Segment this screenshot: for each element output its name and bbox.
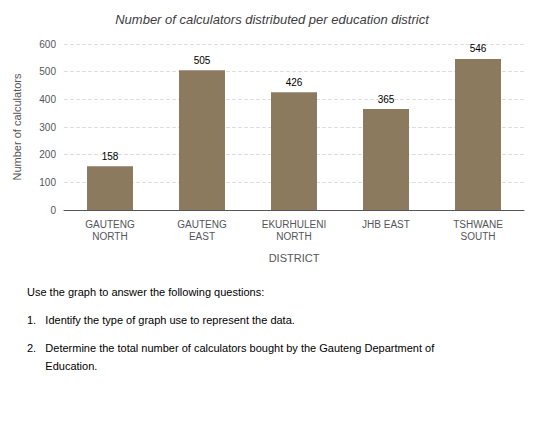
svg-text:500: 500 — [39, 66, 56, 77]
svg-text:158: 158 — [102, 151, 119, 162]
svg-text:NORTH: NORTH — [276, 231, 311, 242]
svg-text:GAUTENG: GAUTENG — [85, 219, 135, 230]
svg-text:600: 600 — [39, 39, 56, 50]
svg-text:200: 200 — [39, 149, 56, 160]
svg-text:300: 300 — [39, 122, 56, 133]
svg-text:JHB EAST: JHB EAST — [362, 219, 410, 230]
svg-text:Number of calculators: Number of calculators — [11, 73, 23, 180]
svg-text:SOUTH: SOUTH — [461, 231, 496, 242]
svg-text:Use the graph to answer the fo: Use the graph to answer the following qu… — [27, 286, 264, 298]
svg-text:0: 0 — [50, 205, 56, 216]
svg-text:100: 100 — [39, 177, 56, 188]
svg-text:EKURHULENI: EKURHULENI — [262, 219, 326, 230]
svg-text:TSHWANE: TSHWANE — [453, 219, 503, 230]
svg-text:NORTH: NORTH — [92, 231, 127, 242]
svg-text:2. Determine the total numbe: 2. Determine the total number of calcula… — [27, 342, 435, 354]
svg-text:Education.: Education. — [27, 360, 97, 372]
svg-text:DISTRICT: DISTRICT — [269, 252, 320, 264]
svg-text:426: 426 — [286, 77, 303, 88]
svg-text:GAUTENG: GAUTENG — [177, 219, 227, 230]
svg-text:1. Identify the type of grap: 1. Identify the type of graph use to rep… — [27, 314, 295, 326]
svg-text:365: 365 — [378, 94, 395, 105]
svg-text:546: 546 — [470, 43, 487, 54]
svg-text:Number of calculators distribu: Number of calculators distributed per ed… — [115, 12, 430, 27]
svg-text:505: 505 — [194, 55, 211, 66]
svg-text:EAST: EAST — [189, 231, 215, 242]
svg-text:400: 400 — [39, 94, 56, 105]
